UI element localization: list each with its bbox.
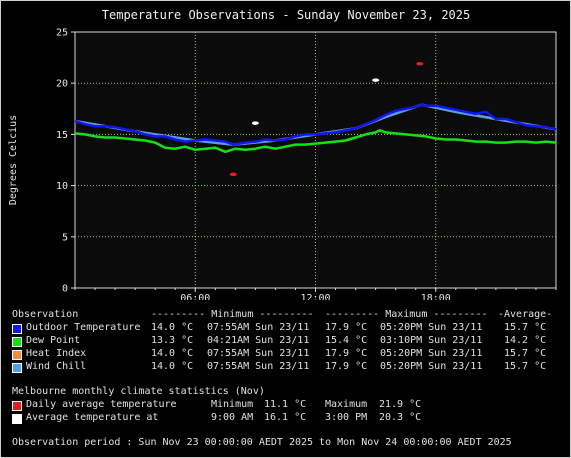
legend-row: Dew Point 13.3 °C 04:21AM Sun 23/11 15.4 °C… — [12, 335, 562, 348]
legend-max-value: 17.9 °C — [325, 348, 368, 359]
legend-min-value: 14.0 °C — [151, 348, 194, 359]
temperature-chart: Temperature Observations - Sunday Novemb… — [8, 8, 557, 300]
legend-header-observation: Observation — [12, 309, 79, 320]
climate-col2: 16.1 °C — [264, 412, 307, 423]
legend-row: Heat Index 14.0 °C 07:55AM Sun 23/11 17.9 °… — [12, 348, 562, 361]
climate-marker — [251, 121, 259, 125]
legend-min-time: 07:55AM Sun 23/11 — [207, 361, 310, 372]
legend-row: Wind Chill 14.0 °C 07:55AM Sun 23/11 17.9 °… — [12, 361, 562, 374]
legend-avg-value: 15.7 °C — [504, 322, 547, 333]
legend-max-value: 15.4 °C — [325, 335, 368, 346]
legend-min-time: 07:55AM Sun 23/11 — [207, 348, 310, 359]
legend-min-value: 14.0 °C — [151, 361, 194, 372]
y-axis-label: Degrees Celcius — [8, 115, 19, 205]
climate-label: Daily average temperature — [26, 399, 177, 410]
legend-swatch — [12, 337, 22, 347]
series-line-outdoor-temperature — [74, 103, 557, 146]
climate-col1: 9:00 AM — [211, 412, 254, 423]
legend-header: Observation --------- Minimum --------- … — [12, 309, 562, 322]
x-tick-label: 12:00 — [300, 293, 330, 300]
y-axis: 0 5 10 15 20 25 — [56, 28, 75, 295]
climate-marker — [416, 61, 424, 66]
legend-avg-value: 14.2 °C — [504, 335, 547, 346]
plot-area — [74, 31, 557, 289]
climate-statistics: Melbourne monthly climate statistics (No… — [12, 386, 562, 426]
y-tick-label: 20 — [56, 79, 68, 90]
legend-header-average: -Average- — [498, 309, 553, 320]
x-tick-label: 18:00 — [421, 293, 451, 300]
legend-row: Outdoor Temperature 14.0 °C 07:55AM Sun 23… — [12, 322, 562, 335]
climate-marker — [229, 172, 237, 177]
y-tick-label: 15 — [56, 130, 68, 141]
legend-min-value: 14.0 °C — [151, 322, 194, 333]
legend-series-name: Dew Point — [26, 335, 81, 346]
climate-col4: 20.3 °C — [379, 412, 422, 423]
legend-max-value: 17.9 °C — [325, 361, 368, 372]
legend-avg-value: 15.7 °C — [504, 348, 547, 359]
x-tick-label: 06:00 — [180, 293, 210, 300]
climate-swatch — [12, 401, 22, 411]
x-axis: 06:00 12:00 18:00 — [74, 288, 557, 300]
legend-series-name: Heat Index — [26, 348, 87, 359]
climate-col2: 11.1 °C — [264, 399, 307, 410]
legend-max-time: 03:10PM Sun 23/11 — [380, 335, 483, 346]
chart-title: Temperature Observations - Sunday Novemb… — [102, 8, 470, 22]
legend-max-time: 05:20PM Sun 23/11 — [380, 348, 483, 359]
y-tick-label: 10 — [56, 181, 68, 192]
climate-col3: 3:00 PM — [325, 412, 368, 423]
climate-label: Average temperature at — [26, 412, 159, 423]
legend-header-minimum: --------- Minimum --------- — [151, 309, 314, 320]
legend-avg-value: 15.7 °C — [504, 361, 547, 372]
y-tick-label: 5 — [62, 232, 68, 243]
climate-col3: Maximum — [325, 399, 368, 410]
legend-max-time: 05:20PM Sun 23/11 — [380, 361, 483, 372]
y-tick-label: 25 — [56, 28, 68, 39]
legend-min-time: 07:55AM Sun 23/11 — [207, 322, 310, 333]
series-line-dew-point — [74, 129, 557, 154]
climate-row: Daily average temperature Minimum 11.1 °C M… — [12, 399, 562, 412]
legend-min-time: 04:21AM Sun 23/11 — [207, 335, 310, 346]
legend-min-value: 13.3 °C — [151, 335, 194, 346]
climate-row: Average temperature at 9:00 AM 16.1 °C 3:00… — [12, 412, 562, 425]
climate-heading: Melbourne monthly climate statistics (No… — [12, 386, 265, 397]
legend-swatch — [12, 350, 22, 360]
observation-period: Observation period : Sun Nov 23 00:00:00… — [12, 437, 512, 448]
legend-table: Observation --------- Minimum --------- … — [12, 309, 562, 379]
climate-swatch — [12, 414, 22, 424]
legend-series-name: Wind Chill — [26, 361, 87, 372]
y-tick-label: 0 — [62, 284, 68, 295]
series-lines — [74, 103, 557, 154]
climate-col1: Minimum — [211, 399, 254, 410]
legend-swatch — [12, 324, 22, 334]
climate-marker — [372, 78, 380, 82]
legend-max-value: 17.9 °C — [325, 322, 368, 333]
climate-markers — [229, 61, 424, 177]
legend-swatch — [12, 363, 22, 373]
legend-series-name: Outdoor Temperature — [26, 322, 141, 333]
climate-col4: 21.9 °C — [379, 399, 422, 410]
legend-header-maximum: --------- Maximum --------- — [325, 309, 488, 320]
legend-max-time: 05:20PM Sun 23/11 — [380, 322, 483, 333]
